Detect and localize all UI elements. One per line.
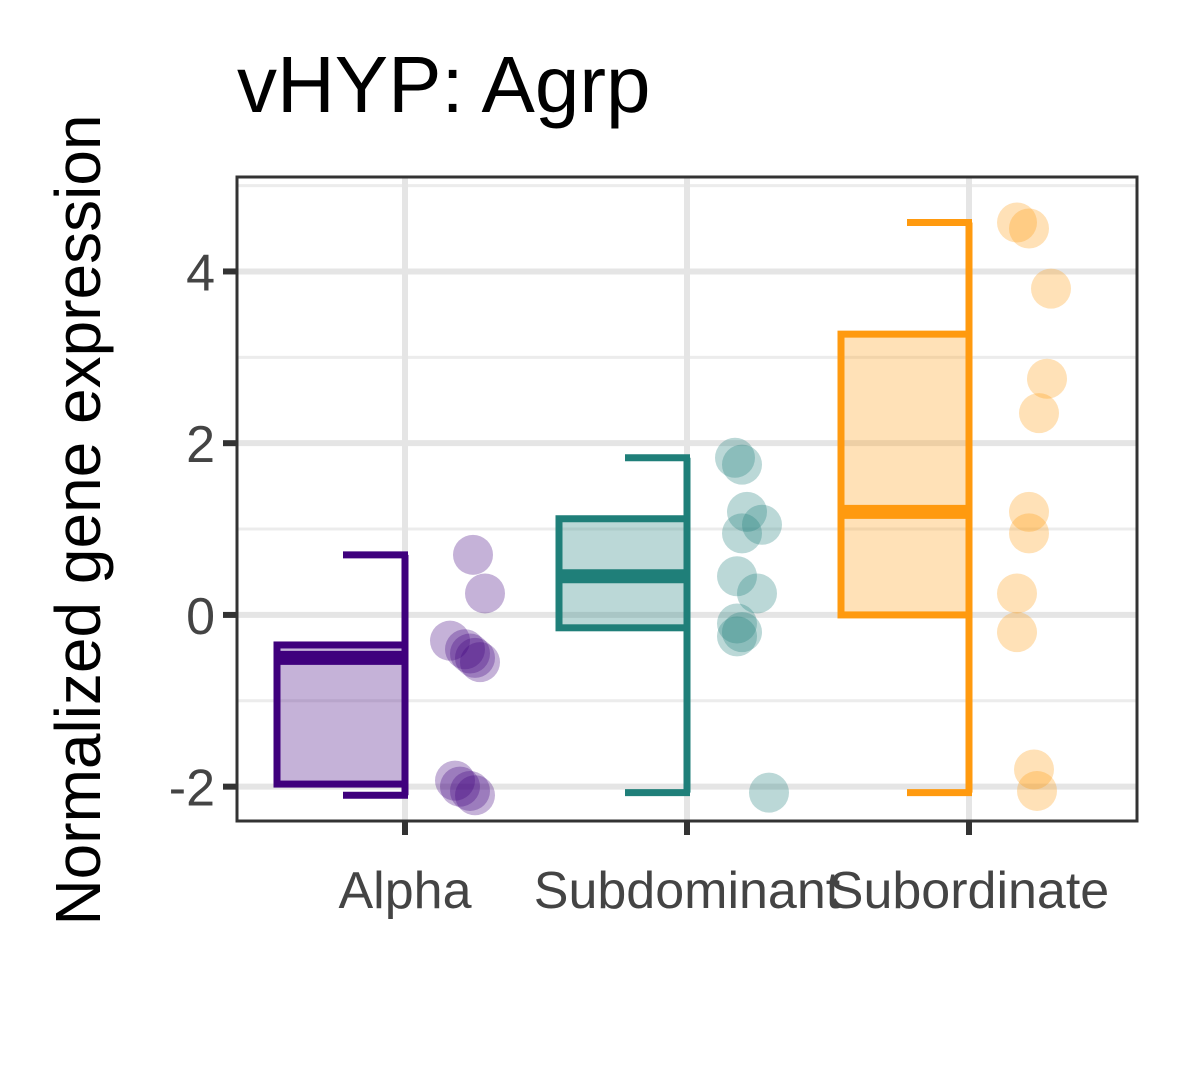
data-point — [453, 534, 493, 575]
y-tick-label: 4 — [186, 244, 215, 302]
y-tick-label: -2 — [169, 760, 215, 818]
data-point — [717, 616, 757, 657]
data-point — [440, 766, 480, 807]
y-axis-label: Normalized gene expression — [42, 114, 114, 925]
data-point — [742, 504, 782, 545]
data-point — [997, 202, 1037, 243]
box-group-alpha — [273, 534, 505, 816]
data-point — [722, 612, 762, 653]
data-point — [445, 629, 485, 670]
data-point — [435, 760, 475, 801]
data-point — [737, 573, 777, 614]
data-point — [460, 642, 500, 683]
data-point — [1019, 393, 1059, 434]
x-tick-label: Alpha — [339, 862, 472, 920]
data-point — [1014, 749, 1054, 790]
box-group-subdominant — [555, 437, 789, 813]
data-point — [455, 637, 495, 678]
data-point — [997, 612, 1037, 653]
y-tick-label: 0 — [186, 588, 215, 646]
data-point — [1031, 268, 1071, 309]
data-point — [450, 770, 490, 811]
data-point — [455, 775, 495, 816]
data-point — [727, 491, 767, 532]
data-point — [465, 573, 505, 614]
data-point — [1027, 358, 1067, 399]
data-point — [717, 603, 757, 644]
x-tick-label: Subdominant — [534, 862, 841, 920]
box-group-subordinate — [837, 202, 1071, 811]
data-point — [1017, 770, 1057, 811]
data-point — [715, 437, 755, 478]
data-point — [722, 444, 762, 485]
data-point — [997, 573, 1037, 614]
data-point — [1009, 208, 1049, 249]
chart-title: vHYP: Agrp — [237, 40, 651, 129]
data-point — [717, 556, 757, 597]
data-point — [1009, 491, 1049, 532]
data-point — [430, 620, 470, 661]
box-iqr — [837, 330, 973, 619]
data-point — [450, 633, 490, 674]
data-point — [722, 513, 762, 554]
y-tick-label: 2 — [186, 416, 215, 474]
box-iqr — [273, 641, 409, 788]
data-point — [1009, 513, 1049, 554]
x-tick-label: Subordinate — [829, 862, 1109, 920]
data-point — [749, 772, 789, 813]
